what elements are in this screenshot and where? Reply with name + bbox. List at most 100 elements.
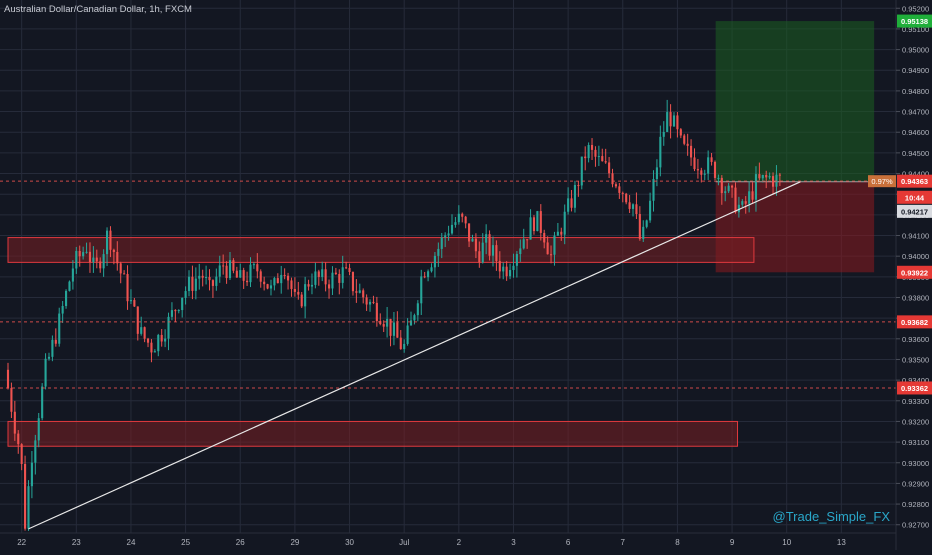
price-tag <box>897 265 932 279</box>
candle-body <box>539 211 542 233</box>
y-tick-label: 0.94400 <box>902 170 929 179</box>
candle-body <box>693 157 696 170</box>
candle-body <box>307 284 310 287</box>
candle-body <box>713 161 717 178</box>
candle-body <box>553 235 556 255</box>
candle-body <box>560 231 563 235</box>
price-tag <box>897 381 932 395</box>
candle-body <box>655 167 658 180</box>
candle-body <box>327 284 331 289</box>
x-tick-label: 29 <box>290 538 299 547</box>
x-tick-label: 6 <box>566 538 571 547</box>
candle-body <box>263 281 266 285</box>
candle-body <box>731 185 734 188</box>
candle-body <box>177 310 180 312</box>
position-target-zone <box>715 21 875 182</box>
candle-body <box>109 230 112 250</box>
candle-body <box>468 223 471 242</box>
candle-body <box>461 213 464 217</box>
candle-body <box>17 433 20 445</box>
candle-body <box>529 217 532 240</box>
candle-body <box>471 238 474 242</box>
candle-body <box>99 261 102 269</box>
x-tick-label: 10 <box>782 538 791 547</box>
candle-body <box>717 177 720 179</box>
candle-body <box>761 174 764 179</box>
x-tick-label: 9 <box>730 538 735 547</box>
candle-body <box>631 204 635 209</box>
y-tick-label: 0.93100 <box>902 438 929 447</box>
candle-body <box>345 267 348 269</box>
price-tag-label: 10:44 <box>905 193 925 202</box>
candle-body <box>608 162 611 174</box>
candle-body <box>768 176 771 178</box>
candle-body <box>82 252 85 257</box>
x-tick-label: 13 <box>837 538 846 547</box>
price-tag-label: 0.93922 <box>901 268 928 277</box>
candle-body <box>474 238 477 252</box>
candle-body <box>495 245 498 262</box>
y-tick-label: 0.93200 <box>902 417 929 426</box>
candle-body <box>392 322 395 336</box>
candle-body <box>362 290 365 298</box>
candle-body <box>317 271 320 277</box>
y-tick-label: 0.94700 <box>902 108 929 117</box>
candle-body <box>737 204 740 213</box>
candle-body <box>775 174 778 187</box>
candle-body <box>184 291 187 298</box>
candle-body <box>304 284 307 307</box>
y-tick-label: 0.92800 <box>902 500 929 509</box>
candle-body <box>669 112 672 127</box>
candle-body <box>485 234 488 243</box>
candle-body <box>707 157 710 174</box>
sr-zone <box>7 420 739 447</box>
price-tag-label: 0.94217 <box>901 207 928 216</box>
candle-body <box>44 358 47 387</box>
candle-body <box>187 276 191 292</box>
candle-body <box>143 327 146 339</box>
candle-body <box>512 265 515 271</box>
candle-body <box>348 268 351 273</box>
y-tick-label: 0.93400 <box>902 376 929 385</box>
candle-body <box>379 321 382 325</box>
candle-body <box>133 300 136 307</box>
x-tick-label: 8 <box>675 538 680 547</box>
sr-zones[interactable] <box>7 237 755 447</box>
candle-body <box>430 267 433 272</box>
candle-body <box>256 264 259 272</box>
dashed-levels[interactable] <box>0 180 896 389</box>
candle-body <box>150 342 153 353</box>
y-tick-label: 0.94500 <box>902 149 929 158</box>
y-tick-label: 0.95100 <box>902 25 929 34</box>
trendline[interactable] <box>28 181 801 530</box>
candle-body <box>95 257 98 262</box>
candle-body <box>78 250 81 257</box>
candle-body <box>505 266 508 277</box>
candle-body <box>413 315 416 321</box>
candle-body <box>211 280 214 286</box>
candle-body <box>30 462 33 487</box>
candle-body <box>105 230 109 255</box>
price-tag <box>897 190 932 204</box>
candle-body <box>420 276 423 304</box>
price-tag <box>897 174 932 188</box>
candle-body <box>382 324 385 327</box>
time-axis[interactable]: 22 23 24 25 26 29 30 Jul 2 3 6 7 8 9 10 13 <box>17 538 846 547</box>
candle-body <box>478 251 481 263</box>
x-tick-label: 7 <box>621 538 626 547</box>
position-pct-tag <box>868 175 896 188</box>
candle-body <box>146 338 150 343</box>
candle-body <box>720 177 723 194</box>
candle-body <box>409 320 413 326</box>
candle-body <box>252 264 255 266</box>
candle-body <box>191 276 194 291</box>
candle-body <box>13 411 16 434</box>
candle-body <box>287 275 290 281</box>
candle-body <box>399 337 402 350</box>
candle-body <box>6 369 10 389</box>
position-tool[interactable] <box>715 21 875 273</box>
candle-body <box>389 318 392 336</box>
candle-body <box>157 334 160 352</box>
candle-body <box>331 272 334 289</box>
